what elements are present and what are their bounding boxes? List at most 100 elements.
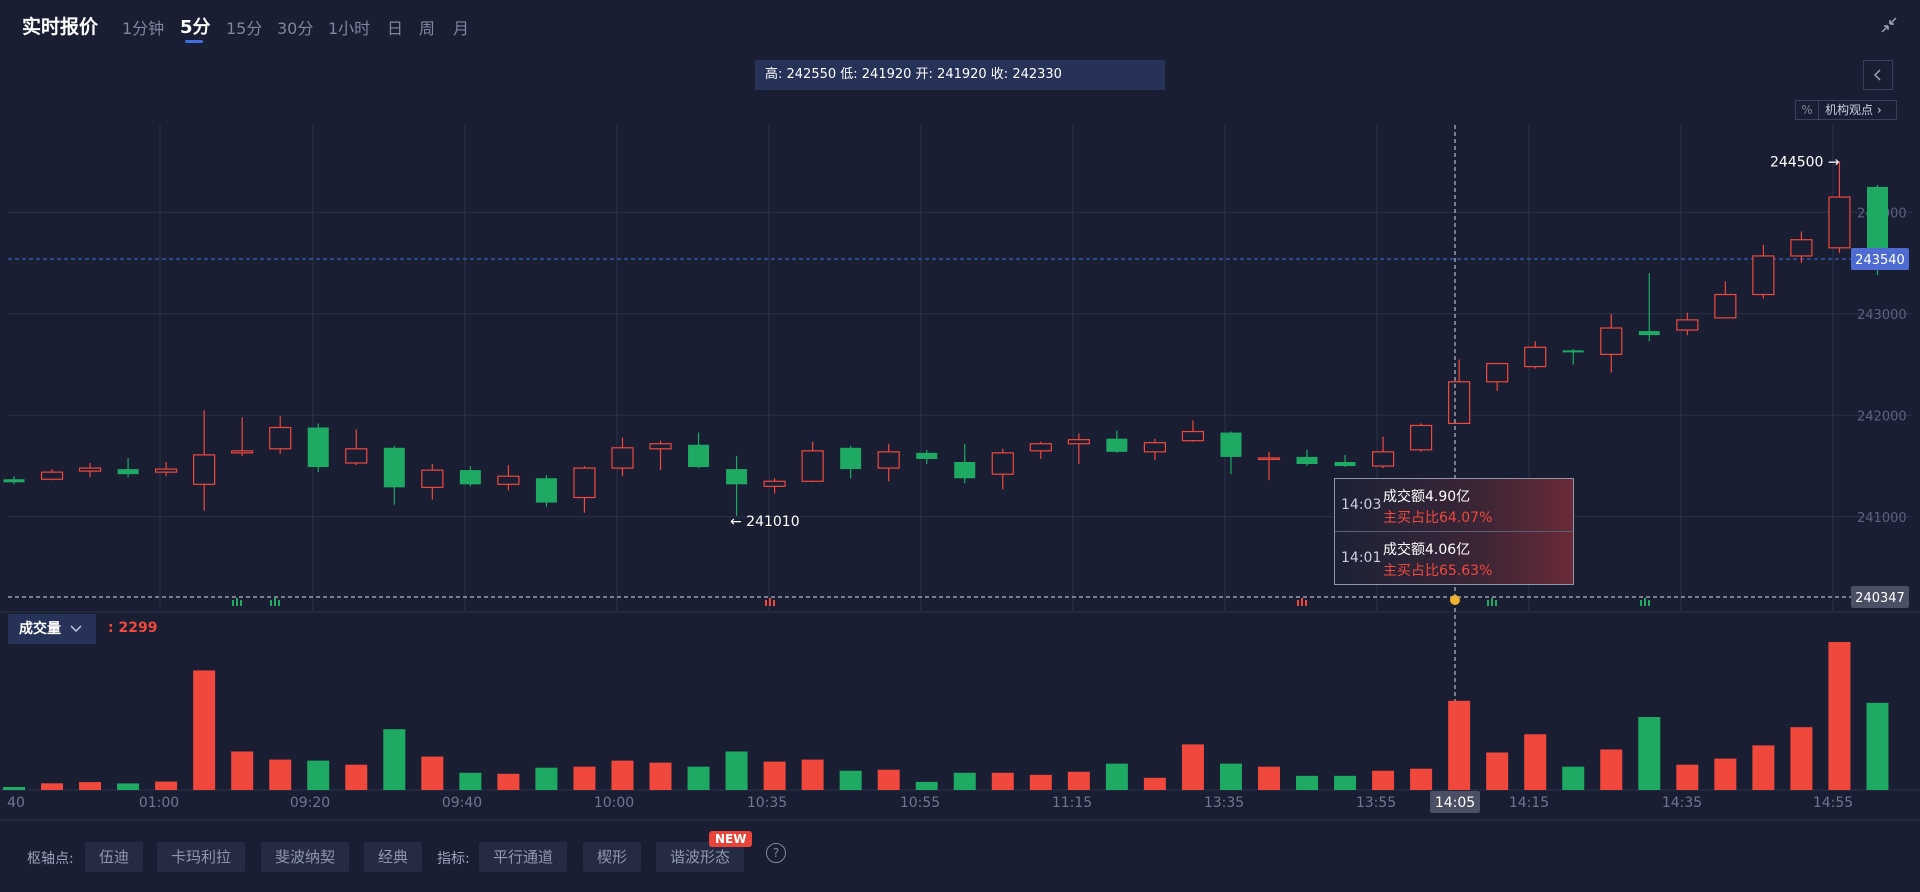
institution-view-button[interactable]: % 机构观点 › <box>1795 100 1897 120</box>
y-tick-label: 243000 <box>1857 308 1907 323</box>
volume-bar <box>421 756 444 790</box>
volume-bar <box>1866 702 1889 790</box>
volume-bar <box>79 782 102 790</box>
candle-body-up <box>991 452 1014 475</box>
x-tick-label: 14:55 <box>1813 795 1853 811</box>
volume-bar <box>231 751 254 790</box>
x-tick-label: 13:35 <box>1204 795 1244 811</box>
volume-bar <box>1676 764 1699 790</box>
signal-marker <box>1491 598 1493 606</box>
candle-body-down <box>459 470 481 485</box>
volume-bar <box>649 762 672 790</box>
pivot-woodie-button[interactable]: 伍迪 <box>85 842 144 872</box>
indicator-wedge-button[interactable]: 楔形 <box>583 842 642 872</box>
period-month[interactable]: 月 <box>453 19 470 38</box>
volume-bar <box>1257 766 1280 790</box>
volume-bar <box>1067 771 1090 790</box>
tooltip-row: 14:01 成交额4.06亿 主买占比65.63% <box>1335 532 1573 584</box>
signal-marker <box>1640 600 1642 606</box>
volume-bar <box>3 786 25 790</box>
volume-bar <box>1029 774 1052 790</box>
volume-bar <box>1828 642 1851 790</box>
candle-body-down <box>1334 461 1356 467</box>
candle-body-up <box>1524 346 1547 368</box>
percent-icon: % <box>1796 101 1819 119</box>
period-15min[interactable]: 15分 <box>226 19 263 38</box>
candle-body-up <box>1714 293 1737 319</box>
candle-body-down <box>535 478 557 503</box>
period-week[interactable]: 周 <box>419 19 436 38</box>
signal-marker <box>1495 600 1497 606</box>
indicator-harmonic-button[interactable]: 谐波形态 <box>656 842 745 872</box>
x-tick-label: 10:35 <box>747 795 787 811</box>
pivot-fibonacci-button[interactable]: 斐波纳契 <box>261 842 350 872</box>
volume-value: : 2299 <box>108 620 158 636</box>
candle-body-up <box>1181 430 1205 442</box>
period-1min[interactable]: 1分钟 <box>122 19 165 38</box>
candle-body-up <box>649 443 672 450</box>
pivot-classic-button[interactable]: 经典 <box>364 842 423 872</box>
x-tick-label: 01:00 <box>139 795 179 811</box>
signal-marker <box>236 598 238 606</box>
volume-bar <box>953 772 976 790</box>
candle-body-down <box>840 447 862 470</box>
tooltip-row: 14:03 成交额4.90亿 主买占比64.07% <box>1335 479 1573 531</box>
candle-body-up <box>345 448 368 464</box>
signal-marker <box>1644 598 1646 606</box>
volume-bar <box>1296 775 1319 790</box>
candle-body-up <box>877 451 900 469</box>
period-30min[interactable]: 30分 <box>277 19 314 38</box>
volume-bar <box>573 766 596 790</box>
question-icon[interactable]: ? <box>766 843 786 863</box>
candle-body-up <box>1600 327 1623 356</box>
tooltip-time: 14:01 <box>1341 550 1382 566</box>
signal-marker <box>1301 598 1303 606</box>
ohlc-summary: 高: 242550 低: 241920 开: 241920 收: 242330 <box>755 60 1165 90</box>
x-tick-label: 14:35 <box>1662 795 1702 811</box>
volume-bar <box>1600 749 1623 790</box>
volume-bar <box>1219 763 1242 790</box>
candle-body-up <box>1486 362 1509 383</box>
chevron-left-icon[interactable] <box>1863 60 1893 90</box>
x-tick-label: 10:55 <box>900 795 940 811</box>
candle-body-up <box>1371 451 1395 467</box>
volume-bar <box>991 772 1014 790</box>
volume-bar <box>155 781 178 790</box>
candle-body-down <box>954 461 976 479</box>
x-tick-label: 11:15 <box>1052 795 1092 811</box>
period-day[interactable]: 日 <box>387 19 404 38</box>
period-1hour[interactable]: 1小时 <box>328 19 371 38</box>
volume-bar <box>1372 770 1395 790</box>
volume-bar <box>1486 752 1509 790</box>
volume-bar <box>193 670 216 790</box>
volume-bar <box>1181 744 1204 790</box>
candle-body-down <box>307 427 329 468</box>
volume-bar <box>1524 734 1547 790</box>
indicator-channel-button[interactable]: 平行通道 <box>479 842 568 872</box>
candle-body-up <box>497 475 520 485</box>
period-5min[interactable]: 5分 <box>180 17 211 38</box>
volume-bar <box>725 751 748 790</box>
signal-marker <box>270 600 272 606</box>
volume-bar <box>1714 758 1737 790</box>
candle-body-down <box>1106 438 1128 452</box>
last-price-label: 243540 <box>1855 253 1905 268</box>
pivot-label: 枢轴点: <box>27 851 74 867</box>
y-tick-label: 241000 <box>1857 511 1907 526</box>
candle-body-up <box>1828 196 1851 249</box>
candle-body-down <box>1296 456 1318 465</box>
tooltip-ratio: 主买占比65.63% <box>1383 563 1493 579</box>
pivot-camarilla-button[interactable]: 卡玛利拉 <box>157 842 246 872</box>
crosshair-marker <box>1450 595 1460 605</box>
volume-dropdown[interactable]: 成交量 <box>8 614 96 644</box>
signal-marker <box>769 598 771 606</box>
candle-body-up <box>763 480 786 487</box>
x-tick-label: 10:00 <box>594 795 634 811</box>
crosshair-time-label: 14:05 <box>1435 795 1475 811</box>
candle-body-down <box>117 469 139 475</box>
candle-body-up <box>573 467 596 499</box>
last-price-box <box>1851 247 1909 270</box>
x-tick-label: 13:55 <box>1356 795 1396 811</box>
collapse-arrows-icon[interactable] <box>1880 16 1898 34</box>
